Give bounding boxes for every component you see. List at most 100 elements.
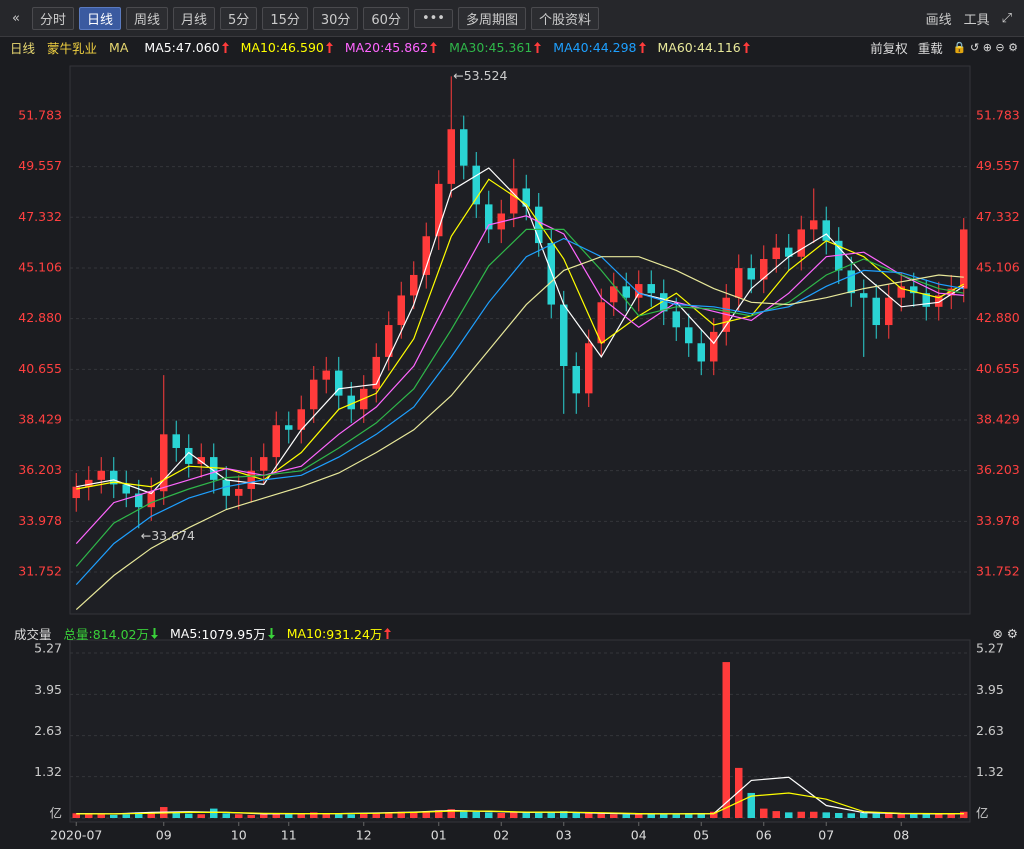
candle-body: [310, 379, 318, 410]
icons[interactable]: 🔒 ↺ ⊕ ⊖ ⚙: [952, 40, 1018, 54]
plot-frame: [69, 65, 971, 615]
ma-line: [76, 792, 964, 815]
x-tick-label: 12: [356, 828, 372, 843]
candle-body: [910, 286, 918, 294]
volume-legend: 总量814.02万 MA51079.95万 MA10931.24万: [64, 624, 404, 643]
volume-bar: [697, 812, 705, 818]
fullscreen[interactable]: ⤢: [1001, 10, 1012, 26]
trend-arrow: [384, 627, 392, 639]
volume-legend-item: 总量814.02万: [64, 624, 158, 643]
volume-bar: [960, 811, 968, 818]
arrow-shape: [638, 41, 646, 53]
y-tick-label-right: 2.63: [976, 723, 1004, 738]
candle-body: [510, 188, 518, 214]
x-tick-label: 06: [756, 828, 772, 843]
period-tab[interactable]: 5分: [220, 6, 258, 30]
ma-line: [76, 167, 965, 495]
legend-value: 931.24万: [326, 626, 383, 642]
ma-label: MA: [109, 39, 129, 55]
period-tab[interactable]: 30分: [312, 6, 359, 30]
volume-bar: [285, 814, 293, 818]
volume-bar: [897, 813, 905, 818]
menu[interactable]: 个股资料: [530, 6, 599, 30]
arrow-shape: [221, 41, 229, 53]
y-tick-label: 1.32: [34, 764, 62, 779]
volume-bar: [735, 767, 743, 818]
candle-body: [710, 331, 718, 362]
candle-body: [872, 297, 880, 326]
y-tick-label-right: 36.203: [976, 462, 1020, 477]
legend-name: 总量: [64, 624, 93, 643]
period-tab[interactable]: 15分: [262, 6, 308, 30]
candle-body: [672, 311, 680, 328]
candle-body: [322, 370, 330, 380]
adjust[interactable]: 前复权: [870, 40, 908, 56]
candle-body: [435, 183, 443, 237]
trend-arrow: [638, 41, 646, 53]
volume-bar: [510, 811, 518, 818]
volume-bar: [947, 813, 955, 818]
collapse[interactable]: «: [12, 10, 20, 26]
x-tick-label: 02: [493, 828, 509, 843]
legend-name: MA40: [553, 40, 592, 55]
volume-bar: [122, 814, 130, 818]
y-tick-label-right: 42.880: [976, 310, 1020, 325]
y-tick-label: 51.783: [18, 107, 62, 122]
volume-tools[interactable]: ⊗ ⚙: [992, 625, 1018, 641]
volume-bar: [397, 811, 405, 818]
volume-bar: [422, 811, 430, 818]
y-tick-label: 亿: [49, 806, 62, 821]
volume-bar: [522, 812, 530, 818]
arrow-shape: [267, 627, 275, 639]
reload[interactable]: 重载: [917, 40, 943, 56]
candle-body: [897, 286, 905, 298]
candle-body: [847, 270, 855, 294]
volume-bar: [135, 812, 143, 818]
legend-name: MA5: [170, 626, 202, 641]
period-tab[interactable]: 60分: [363, 6, 409, 30]
volume-bar: [472, 811, 480, 818]
period-tab[interactable]: 分时: [31, 6, 74, 30]
candle-body: [160, 434, 168, 492]
legend-item: MA2045.862: [345, 40, 438, 55]
volume-bar: [710, 811, 718, 818]
y-tick-label: 5.27: [34, 641, 62, 656]
candle-body: [260, 457, 268, 471]
more[interactable]: •••: [413, 8, 453, 28]
candle-body: [222, 479, 230, 496]
extreme-label: ←33.674: [141, 528, 195, 543]
candle-body: [472, 165, 480, 205]
y-tick-label: 3.95: [34, 682, 62, 697]
y-tick-label: 2.63: [34, 723, 62, 738]
volume-bar: [147, 813, 155, 818]
volume-bar: [747, 792, 755, 818]
candle-body: [585, 343, 593, 394]
legend-name: MA5: [144, 40, 176, 55]
period-tab[interactable]: 周线: [126, 6, 169, 30]
tool[interactable]: 工具: [963, 12, 990, 28]
period-tab[interactable]: 日线: [78, 6, 121, 30]
volume-bar: [435, 810, 443, 818]
tool[interactable]: 画线: [925, 12, 952, 28]
volume-bar: [485, 812, 493, 818]
legend-value: 47.060: [175, 39, 220, 55]
candle-body: [85, 479, 93, 487]
volume-bar: [610, 814, 618, 818]
volume-bar: [197, 814, 205, 818]
volume-bar: [85, 814, 93, 818]
legend-value: 45.361: [488, 39, 533, 55]
ma-line: [75, 237, 964, 586]
volume-bar: [297, 813, 305, 818]
candle-body: [97, 470, 105, 480]
candle-body: [422, 236, 430, 275]
legend-name: MA60: [658, 40, 697, 55]
volume-bar: [910, 814, 918, 818]
volume-bar: [622, 814, 630, 818]
legend-value: 814.02万: [92, 626, 149, 642]
period-tab[interactable]: 月线: [173, 6, 216, 30]
volume-bar: [847, 813, 855, 818]
legend-value: 1079.95万: [201, 626, 266, 642]
menu[interactable]: 多周期图: [457, 6, 526, 30]
